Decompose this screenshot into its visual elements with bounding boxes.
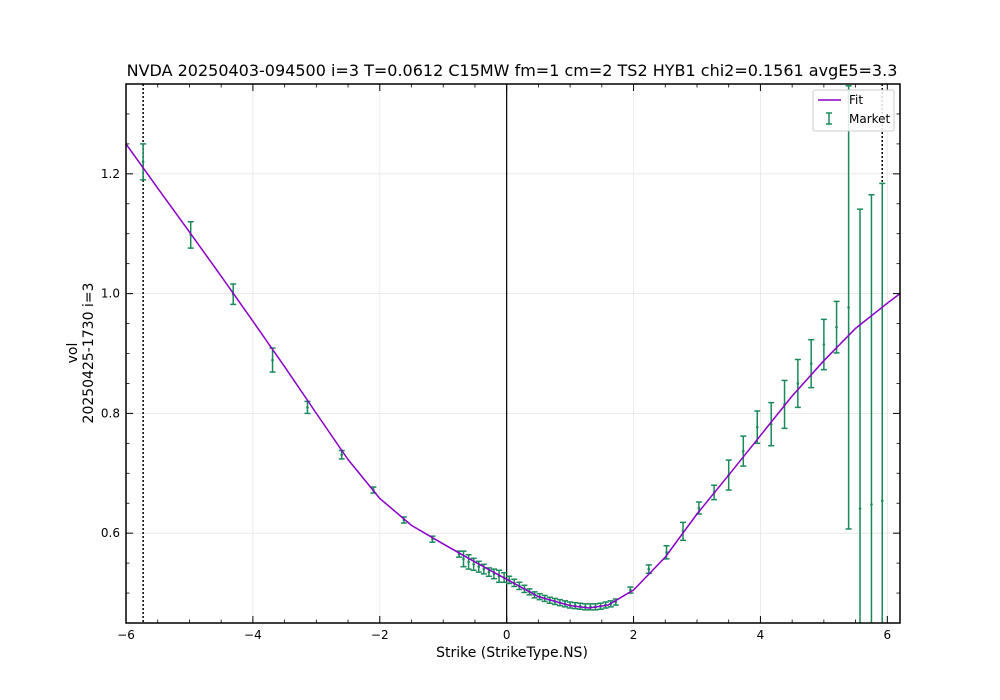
market-point — [465, 553, 472, 570]
legend: Fit Market — [812, 89, 895, 132]
market-point — [496, 569, 503, 584]
market-point — [338, 449, 345, 460]
market-point — [754, 410, 761, 445]
market-marker — [477, 565, 481, 569]
market-marker — [822, 343, 826, 346]
market-marker — [665, 551, 668, 554]
x-tick-label: −6 — [117, 628, 135, 642]
market-marker — [462, 557, 465, 561]
market-marker — [472, 563, 475, 566]
market-marker — [755, 425, 759, 429]
y-tick-label: 1.0 — [101, 287, 120, 301]
market-marker — [870, 503, 873, 506]
x-tick-label: 4 — [757, 628, 765, 642]
market-marker — [340, 453, 344, 457]
market-point — [140, 143, 147, 181]
market-marker — [847, 306, 850, 309]
market-point — [740, 435, 747, 467]
x-tick-label: 6 — [883, 628, 891, 642]
y-tick-label: 1.2 — [101, 167, 120, 181]
plot-frame — [125, 83, 901, 624]
market-point — [470, 557, 477, 572]
market-marker — [858, 507, 862, 510]
market-marker — [647, 567, 651, 571]
market-point — [808, 338, 815, 389]
market-point — [794, 358, 801, 409]
market-point — [480, 563, 487, 575]
market-marker — [141, 160, 145, 164]
x-tick-label: −2 — [371, 628, 389, 642]
market-marker — [835, 325, 838, 329]
market-marker — [796, 382, 800, 385]
market-marker — [697, 506, 701, 510]
y-tick-label: 0.6 — [101, 526, 120, 540]
reference-lines — [142, 84, 883, 623]
legend-market-label: Market — [849, 112, 891, 126]
market-marker — [467, 560, 470, 564]
y-axis-label-line1: vol — [65, 343, 81, 364]
market-marker — [487, 570, 491, 574]
market-marker — [482, 567, 486, 571]
market-marker — [809, 362, 813, 365]
y-axis-label-line2: 20250425-1730 i=3 — [81, 283, 97, 424]
plot-series — [125, 85, 901, 623]
market-point — [879, 182, 886, 623]
legend-market-swatch — [826, 112, 832, 125]
legend-fit-label: Fit — [849, 93, 863, 107]
market-point — [475, 560, 482, 573]
market-point — [833, 300, 840, 354]
grid — [125, 84, 900, 623]
fit-line — [125, 143, 901, 609]
market-point — [460, 550, 467, 568]
x-tick-label: 2 — [630, 628, 638, 642]
market-marker — [271, 358, 274, 362]
market-point — [490, 568, 497, 580]
x-tick-label: −4 — [244, 628, 262, 642]
x-tick-label: 0 — [503, 628, 511, 642]
market-marker — [741, 449, 745, 453]
axis-ticks: −6 −4 −2 0 2 4 6 0.6 0.8 1.0 1.2 — [101, 83, 900, 642]
market-marker — [306, 406, 309, 409]
y-tick-label: 0.8 — [101, 406, 120, 420]
market-point — [269, 347, 276, 373]
market-marker — [880, 499, 884, 503]
market-point — [845, 85, 852, 530]
market-point — [857, 208, 864, 623]
market-point — [868, 194, 875, 623]
market-point — [587, 603, 594, 611]
chart-title: NVDA 20250403-094500 i=3 T=0.0612 C15MW … — [127, 61, 898, 80]
x-axis-label: Strike (StrikeType.NS) — [436, 645, 588, 661]
